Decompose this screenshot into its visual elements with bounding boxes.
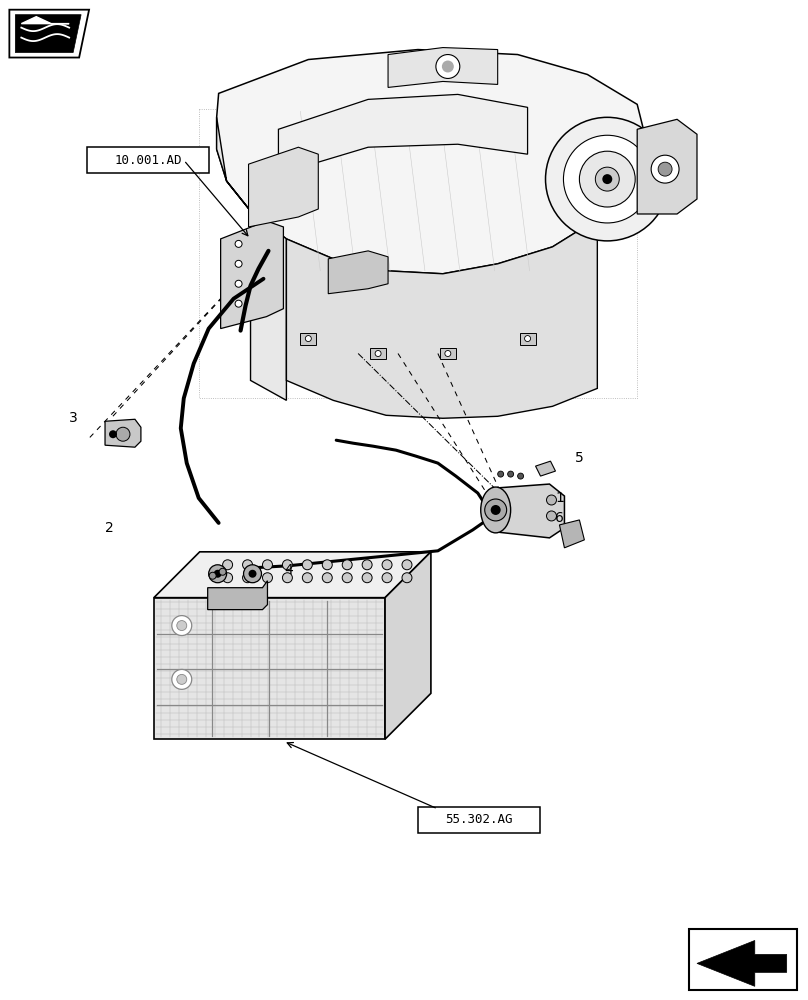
Circle shape [322, 573, 332, 583]
Circle shape [235, 240, 242, 247]
Circle shape [242, 573, 253, 583]
Circle shape [442, 61, 454, 72]
Circle shape [223, 560, 233, 570]
Text: 55.302.AG: 55.302.AG [445, 813, 512, 826]
FancyBboxPatch shape [301, 333, 316, 345]
Text: 2: 2 [105, 521, 113, 535]
Circle shape [563, 135, 651, 223]
Circle shape [382, 573, 392, 583]
Circle shape [659, 162, 672, 176]
Circle shape [579, 151, 635, 207]
Circle shape [177, 621, 187, 631]
Circle shape [546, 495, 557, 505]
Circle shape [343, 560, 352, 570]
Polygon shape [249, 147, 318, 227]
Circle shape [402, 560, 412, 570]
Polygon shape [536, 461, 555, 476]
Circle shape [602, 174, 612, 184]
Circle shape [242, 560, 253, 570]
Circle shape [209, 572, 217, 579]
Text: 5: 5 [575, 451, 583, 465]
Text: 1: 1 [555, 491, 564, 505]
Circle shape [445, 351, 451, 356]
Circle shape [235, 300, 242, 307]
Circle shape [302, 573, 313, 583]
Circle shape [235, 260, 242, 267]
Circle shape [249, 570, 256, 578]
Circle shape [362, 573, 372, 583]
Circle shape [208, 565, 226, 583]
Circle shape [382, 560, 392, 570]
Text: 10.001.AD: 10.001.AD [114, 154, 182, 167]
Circle shape [235, 280, 242, 287]
Circle shape [498, 471, 503, 477]
Circle shape [283, 573, 292, 583]
Circle shape [343, 573, 352, 583]
Circle shape [223, 573, 233, 583]
Circle shape [485, 499, 507, 521]
Polygon shape [217, 50, 647, 274]
Polygon shape [328, 251, 388, 294]
Polygon shape [495, 484, 565, 538]
Circle shape [507, 471, 514, 477]
Ellipse shape [481, 487, 511, 533]
Circle shape [545, 117, 669, 241]
Circle shape [177, 674, 187, 684]
Circle shape [283, 560, 292, 570]
FancyBboxPatch shape [418, 807, 540, 833]
Polygon shape [21, 17, 69, 24]
Polygon shape [279, 94, 528, 174]
FancyBboxPatch shape [520, 333, 536, 345]
Circle shape [490, 505, 501, 515]
FancyBboxPatch shape [154, 598, 385, 739]
Polygon shape [105, 419, 141, 447]
Circle shape [302, 560, 313, 570]
Polygon shape [10, 10, 89, 58]
Circle shape [263, 560, 272, 570]
Text: 3: 3 [69, 411, 78, 425]
Circle shape [524, 336, 531, 342]
Polygon shape [154, 552, 431, 598]
Polygon shape [697, 940, 787, 986]
Circle shape [305, 336, 311, 342]
Polygon shape [385, 552, 431, 739]
Circle shape [263, 573, 272, 583]
Circle shape [172, 616, 191, 636]
Circle shape [109, 430, 117, 438]
Circle shape [219, 568, 226, 575]
Polygon shape [559, 520, 584, 548]
FancyBboxPatch shape [87, 147, 208, 173]
Polygon shape [15, 15, 81, 53]
Text: 6: 6 [555, 511, 564, 525]
Circle shape [518, 473, 524, 479]
Polygon shape [221, 221, 284, 329]
Circle shape [402, 573, 412, 583]
Circle shape [213, 570, 221, 578]
FancyBboxPatch shape [370, 348, 386, 359]
Polygon shape [638, 119, 697, 214]
Polygon shape [388, 48, 498, 87]
Polygon shape [217, 117, 286, 400]
Circle shape [651, 155, 679, 183]
FancyBboxPatch shape [440, 348, 456, 359]
Circle shape [362, 560, 372, 570]
Text: 4: 4 [284, 563, 292, 577]
Circle shape [172, 669, 191, 689]
Circle shape [243, 565, 262, 583]
Circle shape [595, 167, 619, 191]
FancyBboxPatch shape [689, 929, 797, 990]
Circle shape [546, 511, 557, 521]
Circle shape [375, 351, 381, 356]
Circle shape [436, 55, 460, 78]
Polygon shape [208, 581, 267, 610]
Polygon shape [286, 219, 597, 418]
Circle shape [116, 427, 130, 441]
Circle shape [322, 560, 332, 570]
